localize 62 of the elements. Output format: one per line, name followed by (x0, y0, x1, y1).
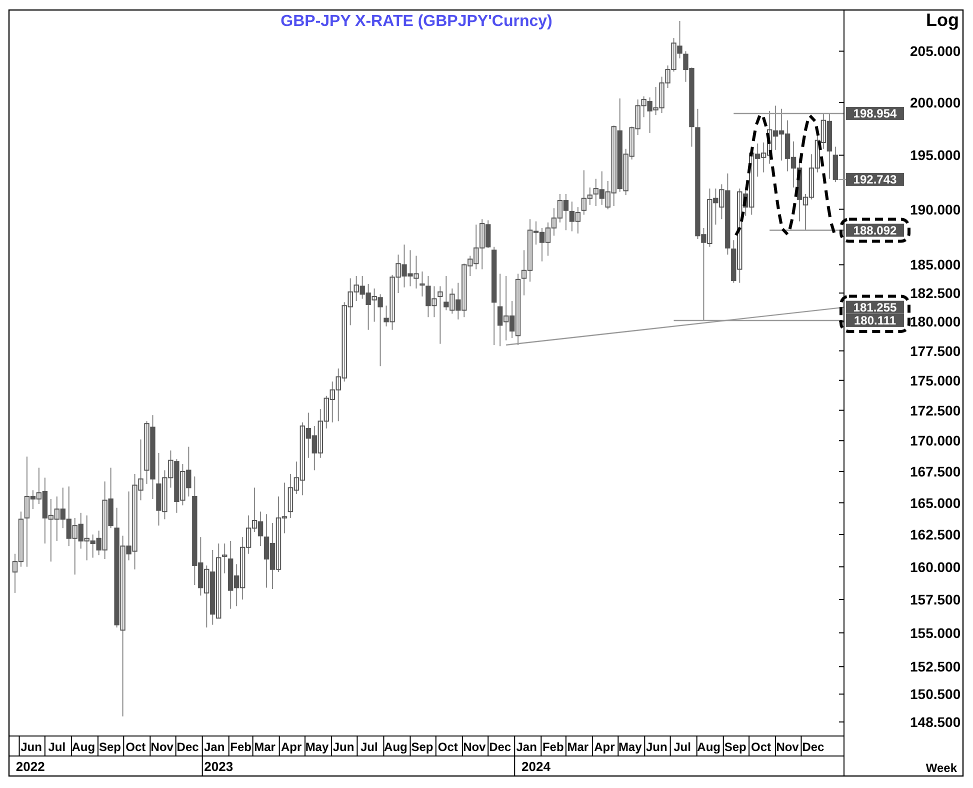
x-tick-label: Jun (646, 740, 668, 754)
y-tick-label: 157.500 (910, 592, 961, 608)
y-tick-label: 155.000 (910, 624, 961, 641)
x-tick-label: Dec (802, 740, 825, 754)
y-tick-label: 172.500 (910, 402, 961, 418)
y-tick-label: 162.500 (910, 526, 961, 543)
y-tick-label: 200.000 (910, 94, 961, 111)
y-tick-label: 170.000 (910, 432, 961, 449)
data-label: 198.954 (853, 106, 898, 120)
x2-tick-label: 2023 (204, 759, 234, 774)
x-tick-label: Apr (594, 740, 616, 754)
y-tick-label: 160.000 (910, 558, 961, 575)
x-tick-label: Nov (463, 740, 486, 754)
x-tick-label: Jun (20, 740, 42, 754)
y-tick-label: 195.000 (910, 147, 961, 164)
x-tick-label: Dec (489, 740, 512, 754)
x-tick-label: Feb (230, 740, 252, 754)
x-tick-label: Jul (674, 740, 691, 754)
x-tick-label: Mar (254, 740, 276, 754)
x2-tick-label: 2024 (522, 759, 552, 774)
x-tick-label: Nov (776, 740, 800, 754)
y-tick-label: 180.000 (910, 314, 961, 330)
text: Week (926, 761, 958, 775)
data-label: 181.255 (853, 300, 898, 314)
x-tick-label: Sep (724, 740, 746, 754)
x-tick-label: Feb (542, 740, 564, 754)
x-tick-label: Aug (697, 740, 720, 754)
annotation: 192.743 (853, 172, 898, 186)
x-tick-label: Nov (150, 740, 174, 754)
x-tick-label: Sep (98, 740, 121, 754)
chart-title: GBP-JPY X-RATE (GBPJPY'Curncy) (280, 13, 552, 30)
text: Log (926, 10, 959, 30)
x-tick-label: Jul (48, 740, 66, 754)
x-tick-label: Dec (176, 740, 200, 754)
x-tick-label: Jun (332, 740, 354, 754)
x-tick-label: Jul (360, 740, 378, 754)
x-tick-label: Oct (438, 740, 458, 754)
x-tick-label: Aug (72, 740, 96, 754)
y-tick-label: 165.000 (910, 494, 961, 511)
y-tick-label: 175.000 (910, 372, 961, 388)
x-tick-label: Jan (516, 740, 537, 754)
x-tick-label: Oct (126, 740, 146, 754)
y-tick-label: 177.500 (910, 342, 961, 359)
x-tick-label: Apr (280, 740, 302, 754)
y-tick-label: 185.000 (910, 256, 961, 273)
data-label: 188.092 (853, 223, 898, 238)
x-tick-label: Oct (751, 740, 772, 754)
x2-tick-label: 2022 (16, 759, 45, 774)
y-tick-label: 152.500 (910, 658, 961, 675)
x-tick-label: Jan (204, 740, 225, 754)
x-tick-label: Sep (411, 740, 434, 754)
x-tick-label: May (618, 740, 642, 754)
y-tick-label: 205.000 (910, 43, 961, 60)
x-tick-label: Mar (567, 740, 589, 754)
x-tick-label: Aug (384, 740, 408, 754)
y-tick-label: 182.500 (910, 285, 961, 302)
y-tick-label: 167.500 (910, 463, 961, 480)
data-label: 180.111 (854, 313, 896, 328)
x-tick-label: May (305, 740, 329, 754)
y-tick-label: 148.500 (910, 714, 961, 730)
y-tick-label: 190.000 (910, 201, 961, 218)
y-tick-label: 150.500 (910, 686, 961, 702)
